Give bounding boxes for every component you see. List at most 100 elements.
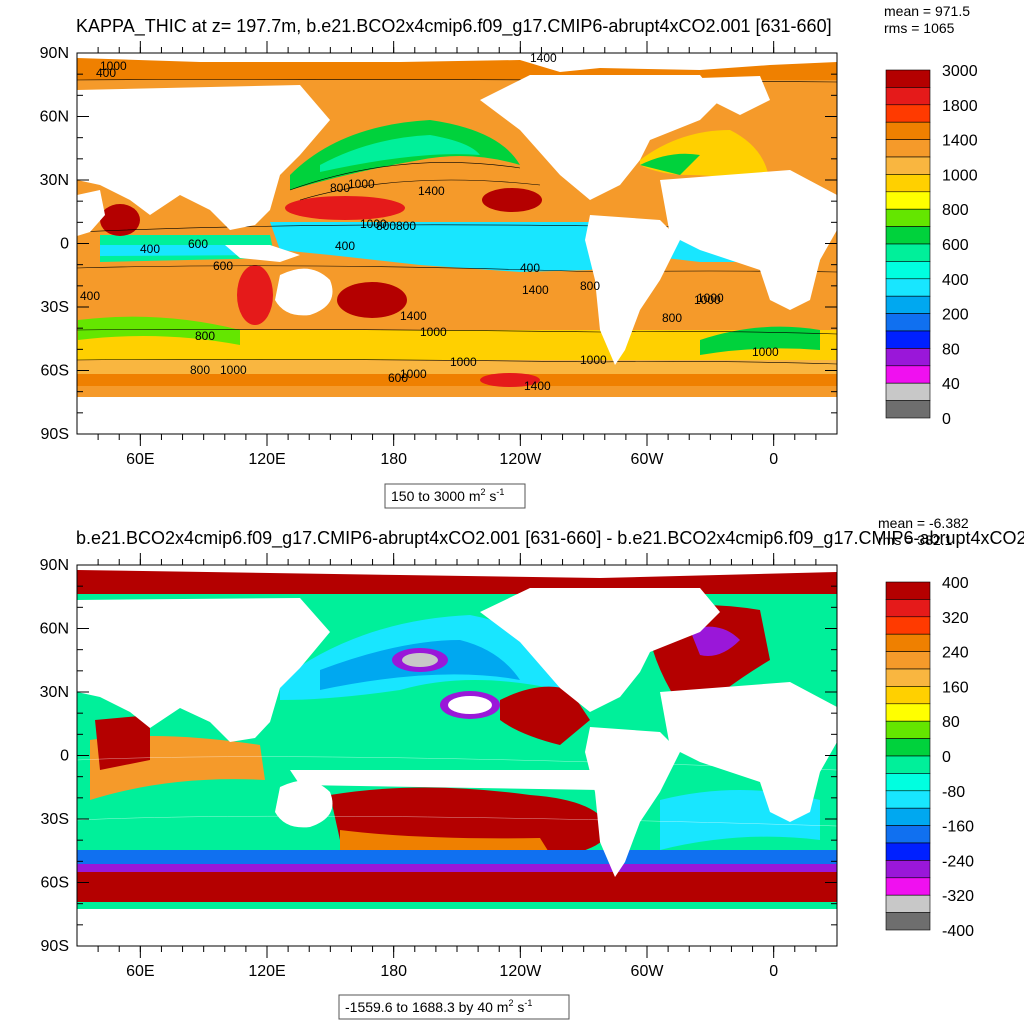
p1-cb-box-1 xyxy=(885,87,931,106)
panel-1: KAPPA_THIC at z= 197.7m, b.e21.BCO2x4cmi… xyxy=(40,3,971,468)
p2-cb-label-9: -320 xyxy=(942,888,974,905)
p2-land xyxy=(77,565,837,946)
p1-cl-27: 1400 xyxy=(400,309,427,323)
p2-cb-box-11 xyxy=(885,773,931,792)
p2-lon-label-0: 60E xyxy=(126,963,154,980)
p2-lat-label-0: 90N xyxy=(40,557,69,574)
p1-cl-12: 600 xyxy=(213,259,233,273)
p2-lon-label-3: 120W xyxy=(499,963,542,980)
p1-cl-5: 1400 xyxy=(530,51,557,65)
p1-cb-box-15 xyxy=(885,330,931,349)
p1-cb-box-13 xyxy=(885,295,931,314)
p1-lat-label-1: 60N xyxy=(40,109,69,126)
p2-cb-box-13 xyxy=(885,807,931,826)
panel-1-range-sup: 2 xyxy=(481,487,486,497)
p2-lon-label-4: 60W xyxy=(631,963,665,980)
p2-cb-label-4: 80 xyxy=(942,714,960,731)
p1-cl-23: 800 xyxy=(662,311,682,325)
p1-cl-21: 600 xyxy=(388,371,408,385)
p1-lon-label-4: 60W xyxy=(631,451,665,468)
p1-cb-box-7 xyxy=(885,191,931,210)
p2-cb-label-0: 400 xyxy=(942,575,969,592)
p2-lat-label-5: 60S xyxy=(41,875,69,892)
p2-cb-label-6: -80 xyxy=(942,784,965,801)
p1-cb-box-2 xyxy=(885,104,931,123)
p2-lat-label-3: 0 xyxy=(60,748,69,765)
p1-red-pool-1 xyxy=(285,196,405,220)
p1-cl-15: 1000 xyxy=(420,325,447,339)
p1-cl-10: 600 xyxy=(188,237,208,251)
p1-lat-label-5: 60S xyxy=(41,363,69,380)
p2-cb-box-12 xyxy=(885,790,931,809)
panel-1-mean: mean = 971.5 xyxy=(884,3,970,19)
panel-2-colorbar: 400 320 240 160 80 0 -80 -160 -240 -320 -400 xyxy=(885,575,974,940)
p2-cb-box-3 xyxy=(885,633,931,652)
p1-cl-13: 1400 xyxy=(522,283,549,297)
p1-cb-label-5: 600 xyxy=(942,237,969,254)
p2-contours xyxy=(77,756,837,827)
svg-text:-1559.6 to 1688.3 by 40 m2 s-1: -1559.6 to 1688.3 by 40 m2 s-1 xyxy=(345,998,532,1015)
p2-cb-label-2: 240 xyxy=(942,645,969,662)
p1-lon-label-1: 120E xyxy=(248,451,285,468)
panel-1-range-text: 150 to 3000 m xyxy=(391,488,481,504)
p2-cb-box-1 xyxy=(885,599,931,618)
p1-land xyxy=(77,53,837,434)
p2-cb-label-10: -400 xyxy=(942,923,974,940)
p1-cb-label-10: 0 xyxy=(942,411,951,428)
p1-lat-label-6: 90S xyxy=(41,426,69,443)
p1-cb-box-9 xyxy=(885,226,931,245)
panel-2: b.e21.BCO2x4cmip6.f09_g17.CMIP6-abrupt4x… xyxy=(40,515,1024,980)
p2-cb-label-8: -240 xyxy=(942,853,974,870)
p1-cb-box-16 xyxy=(885,348,931,367)
p1-cb-box-6 xyxy=(885,174,931,193)
panel-2-range-sup2: -1 xyxy=(524,998,532,1008)
p1-cb-box-14 xyxy=(885,313,931,332)
p2-cb-box-4 xyxy=(885,651,931,670)
p1-cb-box-5 xyxy=(885,156,931,175)
p2-cb-box-10 xyxy=(885,755,931,774)
p1-cl-22: 800 xyxy=(190,363,210,377)
p1-cb-box-11 xyxy=(885,261,931,280)
p2-cb-box-5 xyxy=(885,668,931,687)
p1-cb-label-7: 200 xyxy=(942,307,969,324)
p1-cb-label-6: 400 xyxy=(942,272,969,289)
p1-cl-1: 800 xyxy=(330,181,350,195)
p1-cb-box-0 xyxy=(885,69,931,88)
panel-1-axes: 90N 60N 30N 0 30S 60S 90S 60E 120E 180 120W 60W 0 xyxy=(40,41,837,468)
p1-cl-14: 800 xyxy=(195,329,215,343)
p1-cb-label-0: 3000 xyxy=(942,63,978,80)
p1-cb-label-3: 1000 xyxy=(942,167,978,184)
p2-lon-label-5: 0 xyxy=(769,963,778,980)
panel-1-title: KAPPA_THIC at z= 197.7m, b.e21.BCO2x4cmi… xyxy=(76,16,832,37)
p1-cb-label-9: 40 xyxy=(942,376,960,393)
p2-cb-label-5: 0 xyxy=(942,749,951,766)
p2-lat-label-2: 30N xyxy=(40,684,69,701)
p2-cb-box-18 xyxy=(885,894,931,913)
p1-cl-0: 1000 xyxy=(100,59,127,73)
p2-cb-box-9 xyxy=(885,738,931,757)
p1-cl-25: 1400 xyxy=(524,379,551,393)
p1-cl-28: 400 xyxy=(80,289,100,303)
p1-cl-4: 1000 xyxy=(348,177,375,191)
panel-2-mean: mean = -6.382 xyxy=(878,515,969,531)
p1-lon-label-0: 60E xyxy=(126,451,154,468)
p1-cb-label-2: 1400 xyxy=(942,133,978,150)
svg-text:150 to 3000 m2 s-1: 150 to 3000 m2 s-1 xyxy=(391,487,504,504)
p2-lat-label-1: 60N xyxy=(40,621,69,638)
p1-cb-box-12 xyxy=(885,278,931,297)
p2-cb-box-16 xyxy=(885,860,931,879)
p1-lon-label-2: 180 xyxy=(380,451,407,468)
panel-1-rms: rms = 1065 xyxy=(884,20,955,36)
panel-2-axes: 90N 60N 30N 0 30S 60S 90S 60E 120E 180 120W 60W 0 xyxy=(40,553,837,980)
p1-cl-11: 400 xyxy=(520,261,540,275)
panel-1-range-sup2: -1 xyxy=(496,487,504,497)
panel-1-range: 150 to 3000 m2 s-1 xyxy=(384,483,526,509)
p1-cb-label-4: 800 xyxy=(942,202,969,219)
p1-cl-6: 1000 xyxy=(360,217,387,231)
p1-cb-box-3 xyxy=(885,121,931,140)
panel-2-range-s: s xyxy=(513,999,524,1015)
p1-cl-16: 800 xyxy=(580,279,600,293)
p2-lat-label-6: 90S xyxy=(41,938,69,955)
